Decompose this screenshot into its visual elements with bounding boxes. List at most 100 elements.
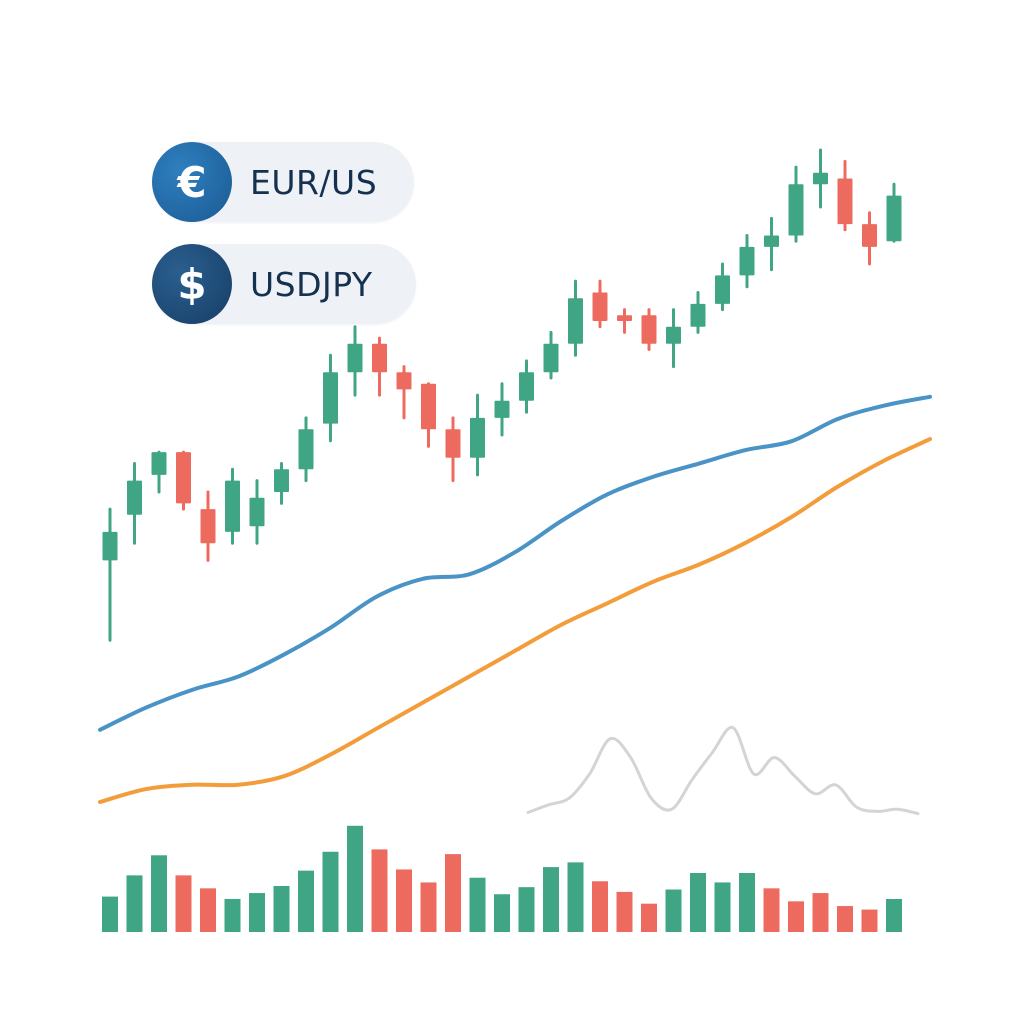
candle	[519, 359, 534, 414]
candle-body	[715, 275, 730, 304]
volume-bar	[151, 855, 167, 932]
volume-bar	[886, 898, 902, 932]
volume-bar	[420, 882, 437, 932]
volume-bar	[518, 887, 535, 932]
candle-body	[592, 292, 608, 321]
candle	[813, 148, 828, 209]
volume-bar	[298, 870, 314, 932]
candle-body	[494, 400, 510, 418]
candle-body	[200, 509, 216, 544]
volume-bar	[763, 888, 780, 932]
candle	[102, 507, 118, 642]
currency-pill-eurus[interactable]: € EUR/US	[152, 142, 414, 222]
volume-bar	[714, 882, 731, 932]
volume-bar	[690, 873, 706, 932]
candle	[592, 279, 608, 329]
candle	[568, 279, 583, 357]
candle	[837, 159, 853, 232]
candle-body	[764, 235, 779, 247]
candle	[862, 211, 877, 266]
currency-pill-label: EUR/US	[250, 162, 378, 202]
candle	[323, 353, 338, 443]
candle	[543, 330, 559, 380]
oscillator-layer	[526, 725, 920, 816]
candle	[176, 450, 191, 511]
volume-bar	[249, 893, 265, 932]
candle-body	[323, 372, 338, 424]
candle	[788, 165, 804, 243]
volume-bar	[102, 896, 118, 932]
volume-bar	[837, 906, 853, 932]
volume-bar	[788, 901, 804, 932]
candle-body	[127, 480, 142, 515]
candle	[421, 382, 436, 448]
candle-body	[445, 429, 461, 458]
candle	[617, 308, 632, 334]
volume-bar	[347, 825, 363, 932]
volume-bar	[494, 894, 510, 932]
volume-bar	[175, 875, 192, 932]
candle	[690, 291, 706, 334]
volume-bar	[224, 898, 241, 932]
candle-body	[543, 343, 559, 373]
candle-body	[176, 452, 191, 504]
oscillator-line	[526, 725, 920, 816]
euro-icon: €	[152, 142, 232, 222]
candle-body	[641, 315, 657, 344]
candle-body	[151, 452, 167, 475]
candle-body	[396, 372, 412, 390]
candle	[372, 336, 387, 397]
candle-body	[568, 298, 583, 344]
candle	[886, 182, 902, 243]
candle	[127, 462, 142, 545]
candle-body	[421, 383, 436, 430]
candle-body	[617, 315, 632, 321]
candle	[151, 450, 167, 494]
candle	[225, 467, 240, 545]
ma-slow-line	[98, 437, 932, 804]
volume-bar	[322, 851, 339, 932]
volume-bar	[861, 909, 878, 932]
candle-body	[372, 343, 387, 373]
candle	[470, 393, 485, 477]
candle-body	[862, 224, 877, 247]
candle-body	[690, 303, 706, 327]
volume-bar	[200, 888, 216, 932]
candles-layer	[102, 148, 902, 642]
volume-bar	[592, 881, 608, 932]
volume-bar	[469, 877, 486, 932]
candle	[274, 462, 289, 505]
candle	[200, 490, 216, 562]
volume-bar	[543, 867, 559, 932]
volume-bar	[567, 862, 584, 932]
candle-body	[519, 372, 534, 401]
volume-bar	[371, 849, 388, 932]
currency-pill-usdjpy[interactable]: $ USDJPY	[152, 244, 416, 324]
volume-bar	[641, 903, 657, 932]
candle-body	[470, 417, 485, 458]
candle-body	[298, 429, 314, 470]
moving-average-layer	[98, 394, 932, 804]
volume-layer	[102, 825, 902, 932]
candle-body	[739, 246, 755, 276]
candle	[494, 382, 510, 437]
candle-body	[347, 343, 363, 373]
candle	[641, 308, 657, 351]
volume-bar	[273, 885, 290, 932]
dollar-icon: $	[152, 244, 232, 324]
candle	[396, 365, 412, 420]
ma-fast-line	[98, 394, 932, 732]
candle-body	[813, 172, 828, 185]
candle	[666, 308, 681, 369]
candle	[739, 234, 755, 289]
currency-pill-label: USDJPY	[250, 264, 373, 304]
volume-bar	[665, 889, 682, 932]
candle-body	[225, 480, 240, 532]
volume-bar	[126, 875, 143, 932]
candle	[298, 416, 314, 483]
candle-body	[886, 195, 902, 242]
candle-body	[788, 184, 804, 236]
candle	[764, 216, 779, 272]
candle-body	[274, 469, 289, 492]
